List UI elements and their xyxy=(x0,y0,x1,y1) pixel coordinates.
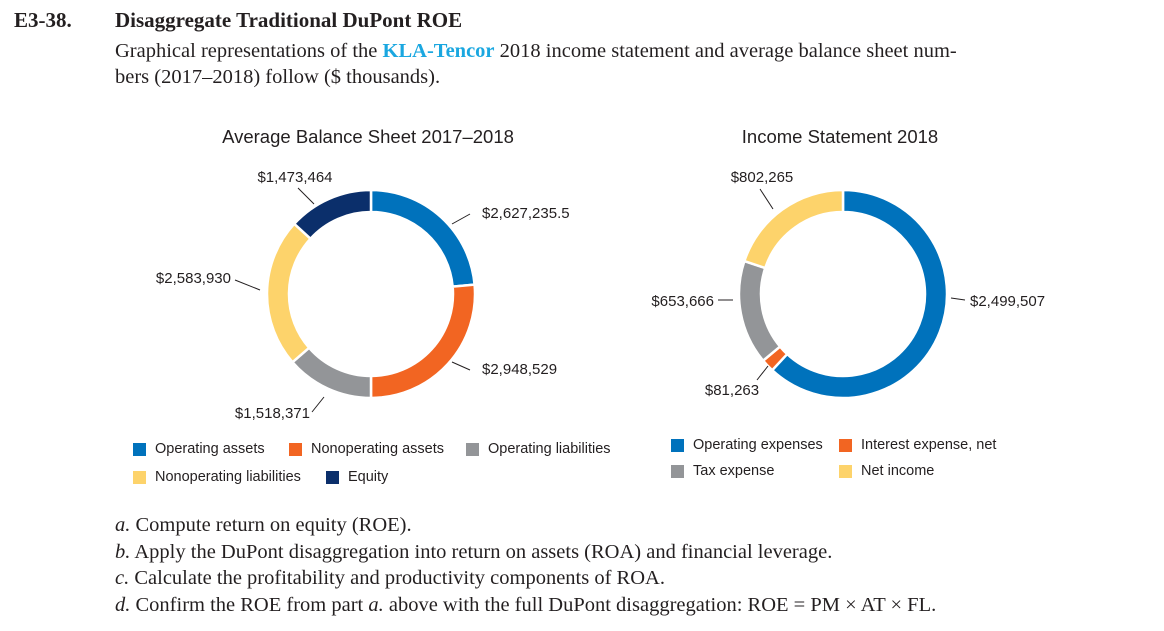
legend-label: Tax expense xyxy=(693,463,775,479)
data-label-nonoperating-liabilities: $2,583,930 xyxy=(156,270,231,287)
legend-item-operating-liabilities: Operating liabilities xyxy=(466,441,611,457)
income-statement-donut: $2,499,507 $81,263 $653,666 $802,265 xyxy=(651,169,1045,400)
balance-sheet-chart-title: Average Balance Sheet 2017–2018 xyxy=(222,126,514,147)
legend-swatch xyxy=(326,470,339,484)
data-label-tax-expense: $653,666 xyxy=(651,293,714,310)
legend-label: Interest expense, net xyxy=(861,437,997,453)
company-name: KLA-Tencor xyxy=(382,40,495,62)
leader-line xyxy=(756,365,769,381)
leader-line xyxy=(451,361,471,371)
legend-swatch xyxy=(289,442,302,456)
legend-item-nonoperating-assets: Nonoperating assets xyxy=(289,441,444,457)
question-text-part: Confirm the ROE from part xyxy=(135,593,369,616)
legend-swatch xyxy=(839,464,852,478)
question-letter: c. xyxy=(115,567,130,589)
leader-line xyxy=(297,187,315,205)
balance-sheet-donut: $2,627,235.5 $2,948,529 $1,518,371 $2,583,9… xyxy=(156,169,570,422)
legend-swatch xyxy=(133,470,146,484)
question-list: a. Compute return on equity (ROE). b. Ap… xyxy=(115,512,936,618)
slice-net-income xyxy=(742,188,845,270)
legend-swatch xyxy=(466,442,479,456)
legend-label: Operating assets xyxy=(155,441,265,457)
slice-equity xyxy=(292,188,373,241)
problem-number: E3-38. xyxy=(14,8,72,32)
question-text-part-italic: a. xyxy=(368,593,384,616)
question-text: Compute return on equity (ROE). xyxy=(135,514,412,536)
question-text: Confirm the ROE from part a. above with … xyxy=(136,594,937,616)
slice-operating-assets xyxy=(369,188,476,288)
leader-line xyxy=(311,396,325,413)
data-label-operating-expenses: $2,499,507 xyxy=(970,293,1045,310)
question-a: a. Compute return on equity (ROE). xyxy=(115,512,936,539)
data-label-operating-liabilities: $1,518,371 xyxy=(235,405,310,422)
legend-swatch xyxy=(133,442,146,456)
leader-line xyxy=(950,297,966,301)
legend-label: Operating expenses xyxy=(693,437,823,453)
slice-operating-expenses xyxy=(770,188,949,400)
data-label-operating-assets: $2,627,235.5 xyxy=(482,205,570,222)
data-label-interest-expense-net: $81,263 xyxy=(705,382,759,399)
intro-text-start: Graphical representations of the xyxy=(115,40,383,62)
legend-swatch xyxy=(839,438,852,452)
leader-line xyxy=(759,188,774,210)
question-letter: d. xyxy=(115,593,131,616)
problem-title: Disaggregate Traditional DuPont ROE xyxy=(115,8,463,32)
data-label-net-income: $802,265 xyxy=(731,169,794,186)
slice-nonoperating-assets xyxy=(369,283,477,400)
question-text-part: above with the full DuPont disaggregatio… xyxy=(383,593,937,616)
legend-item-operating-assets: Operating assets xyxy=(133,441,265,457)
legend-item-net-income: Net income xyxy=(839,463,934,479)
legend-label: Net income xyxy=(861,463,935,479)
legend-label: Equity xyxy=(348,469,389,485)
legend-item-nonoperating-liabilities: Nonoperating liabilities xyxy=(133,469,301,485)
question-c: c. Calculate the profitability and produ… xyxy=(115,565,936,592)
question-text: Calculate the profitability and producti… xyxy=(134,567,665,589)
data-label-nonoperating-assets: $2,948,529 xyxy=(482,361,557,378)
slice-operating-liabilities xyxy=(290,346,373,400)
question-d: d. Confirm the ROE from part a. above wi… xyxy=(115,592,936,619)
leader-line xyxy=(234,279,261,291)
question-text: Apply the DuPont disaggregation into ret… xyxy=(134,540,833,563)
legend-label: Operating liabilities xyxy=(488,441,611,457)
problem-intro: Graphical representations of the KLA-Ten… xyxy=(115,38,1125,90)
leader-line xyxy=(451,213,471,225)
slice-tax-expense xyxy=(737,259,782,363)
data-label-equity: $1,473,464 xyxy=(257,169,332,186)
legend-item-equity: Equity xyxy=(326,469,388,485)
question-letter: b. xyxy=(115,540,131,563)
legend-label: Nonoperating liabilities xyxy=(155,469,301,485)
legend-label: Nonoperating assets xyxy=(311,441,444,457)
intro-text-line2: bers (2017–2018) follow ($ thousands). xyxy=(115,66,441,88)
question-b: b. Apply the DuPont disaggregation into … xyxy=(115,539,936,566)
question-letter: a. xyxy=(115,514,131,536)
income-statement-chart-title: Income Statement 2018 xyxy=(741,126,939,147)
legend-swatch xyxy=(671,438,684,452)
legend-item-interest-expense-net: Interest expense, net xyxy=(839,437,996,453)
slice-nonoperating-liabilities xyxy=(265,222,313,364)
legend-item-tax-expense: Tax expense xyxy=(671,463,774,479)
intro-text-end: 2018 income statement and average balanc… xyxy=(494,40,957,62)
legend-item-operating-expenses: Operating expenses xyxy=(671,437,823,453)
legend-swatch xyxy=(671,464,684,478)
